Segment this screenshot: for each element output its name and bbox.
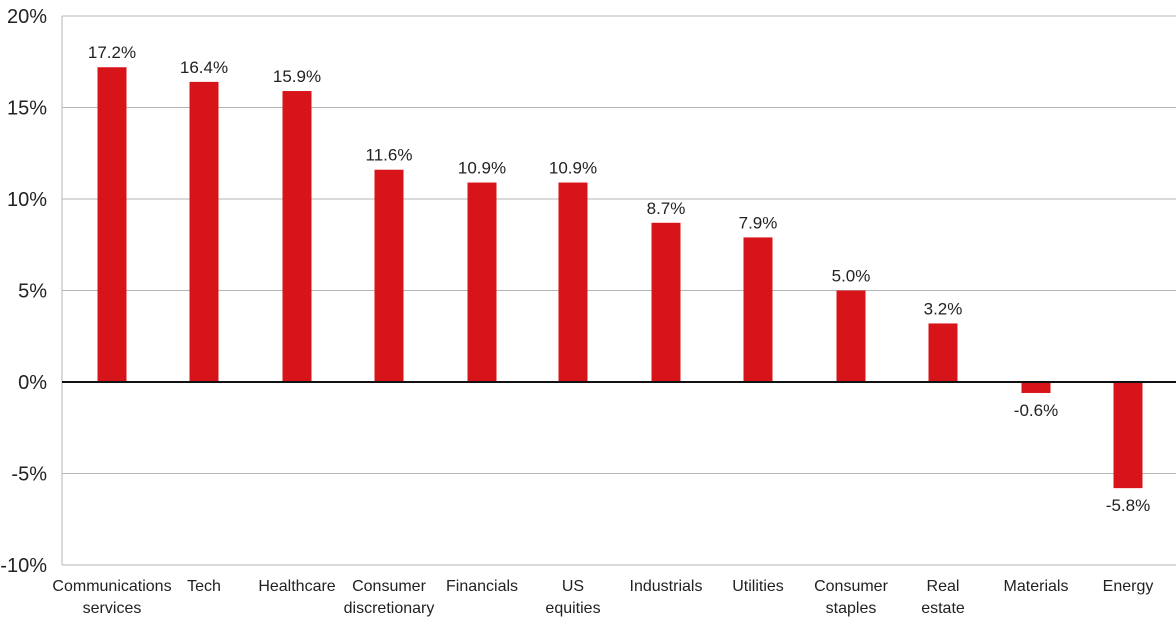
bar [97, 67, 127, 383]
bar [558, 182, 588, 382]
y-tick-label: 10% [7, 189, 47, 211]
gridlines [61, 15, 1176, 566]
data-label: 11.6% [366, 146, 413, 165]
bars [62, 67, 1176, 489]
data-label: 8.7% [647, 199, 686, 218]
bar [374, 169, 404, 382]
data-label: 5.0% [832, 267, 871, 286]
bar [1021, 382, 1051, 393]
category-label: Energy [1103, 578, 1154, 595]
category-label: Tech [187, 578, 221, 595]
data-label: 16.4% [180, 58, 228, 77]
category-label: Real estate [921, 578, 965, 617]
y-tick-label: 20% [7, 6, 47, 28]
data-label: 15.9% [273, 67, 321, 86]
bar [282, 91, 312, 382]
bar [743, 237, 773, 382]
data-labels: 17.2% 16.4% 15.9% 11.6% 10.9% 10.9% 8.7% 7.9% 5.… [88, 43, 1150, 515]
data-label: 17.2% [88, 43, 136, 62]
bar [1113, 382, 1143, 489]
y-tick-label: 0% [18, 372, 47, 394]
data-label: 10.9% [549, 159, 597, 178]
data-label: -0.6% [1014, 401, 1058, 420]
category-label: US equities [545, 578, 600, 617]
bar [651, 222, 681, 382]
category-label: Financials [446, 578, 518, 595]
data-label: 7.9% [739, 213, 778, 232]
data-label: 3.2% [924, 299, 963, 318]
category-label: Industrials [630, 578, 703, 595]
category-label: Consumer discretionary [344, 578, 435, 617]
bar [836, 290, 866, 382]
category-label: Consumer staples [814, 578, 888, 617]
data-label: -5.8% [1106, 496, 1150, 515]
category-label: Healthcare [258, 578, 335, 595]
data-label: 10.9% [458, 159, 506, 178]
y-tick-label: -10% [0, 555, 47, 577]
category-label: Communications services [52, 578, 171, 617]
y-tick-label: 5% [18, 281, 47, 303]
bar [928, 323, 958, 382]
category-labels: Communications services Tech Healthcare Cons… [52, 578, 1153, 617]
category-label: Materials [1004, 578, 1069, 595]
y-tick-label: 15% [7, 98, 47, 120]
category-label: Utilities [732, 578, 784, 595]
bar [467, 182, 497, 382]
y-tick-label: -5% [11, 464, 47, 486]
bar [189, 81, 219, 382]
y-axis-ticks: 20% 15% 10% 5% 0% -5% -10% [0, 6, 47, 577]
